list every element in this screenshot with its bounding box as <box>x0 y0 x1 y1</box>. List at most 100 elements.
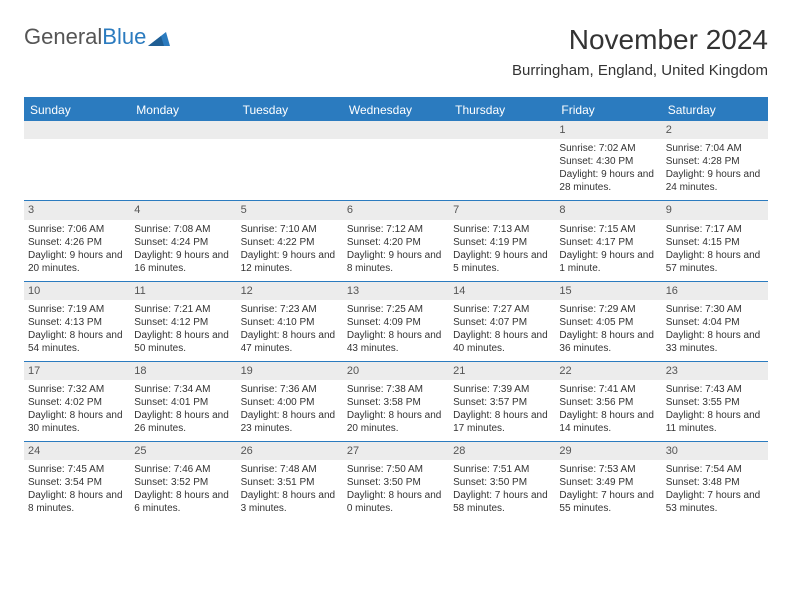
sunrise-text: Sunrise: 7:51 AM <box>453 463 551 476</box>
daylight-text: Daylight: 8 hours and 43 minutes. <box>347 329 445 355</box>
day-number: 3 <box>24 201 130 219</box>
calendar-cell: 13Sunrise: 7:25 AMSunset: 4:09 PMDayligh… <box>343 281 449 361</box>
calendar-cell: 21Sunrise: 7:39 AMSunset: 3:57 PMDayligh… <box>449 361 555 441</box>
sunset-text: Sunset: 4:15 PM <box>666 236 764 249</box>
daylight-text: Daylight: 9 hours and 20 minutes. <box>28 249 126 275</box>
daylight-text: Daylight: 8 hours and 6 minutes. <box>134 489 232 515</box>
calendar-cell: 7Sunrise: 7:13 AMSunset: 4:19 PMDaylight… <box>449 201 555 281</box>
calendar-cell: 5 Sunrise: 7:10 AMSunset: 4:22 PMDaylight… <box>237 201 343 281</box>
sunrise-text: Sunrise: 7:45 AM <box>28 463 126 476</box>
day-number: 6 <box>343 201 449 219</box>
daylight-text: Daylight: 8 hours and 33 minutes. <box>666 329 764 355</box>
logo-text-1: General <box>24 24 102 50</box>
daylight-text: Daylight: 8 hours and 47 minutes. <box>241 329 339 355</box>
weekday-header: Friday <box>555 98 661 121</box>
calendar-cell: 27Sunrise: 7:50 AMSunset: 3:50 PMDayligh… <box>343 442 449 522</box>
day-number: 10 <box>24 282 130 300</box>
sunrise-text: Sunrise: 7:32 AM <box>28 383 126 396</box>
calendar-cell <box>130 121 236 201</box>
daylight-text: Daylight: 8 hours and 40 minutes. <box>453 329 551 355</box>
sunset-text: Sunset: 3:54 PM <box>28 476 126 489</box>
sunset-text: Sunset: 4:20 PM <box>347 236 445 249</box>
sunrise-text: Sunrise: 7:50 AM <box>347 463 445 476</box>
weekday-header: Saturday <box>662 98 768 121</box>
daylight-text: Daylight: 8 hours and 30 minutes. <box>28 409 126 435</box>
sunset-text: Sunset: 4:04 PM <box>666 316 764 329</box>
calendar-cell: 24Sunrise: 7:45 AMSunset: 3:54 PMDayligh… <box>24 442 130 522</box>
sunrise-text: Sunrise: 7:48 AM <box>241 463 339 476</box>
weekday-header: Thursday <box>449 98 555 121</box>
day-number: 29 <box>555 442 661 460</box>
daylight-text: Daylight: 7 hours and 58 minutes. <box>453 489 551 515</box>
day-number: 25 <box>130 442 236 460</box>
weekday-header: Monday <box>130 98 236 121</box>
sunset-text: Sunset: 4:28 PM <box>666 155 764 168</box>
calendar-week: 1Sunrise: 7:02 AMSunset: 4:30 PMDaylight… <box>24 121 768 201</box>
daylight-text: Daylight: 8 hours and 50 minutes. <box>134 329 232 355</box>
sunset-text: Sunset: 3:50 PM <box>453 476 551 489</box>
daylight-text: Daylight: 9 hours and 8 minutes. <box>347 249 445 275</box>
daylight-text: Daylight: 8 hours and 54 minutes. <box>28 329 126 355</box>
daylight-text: Daylight: 8 hours and 57 minutes. <box>666 249 764 275</box>
day-number-empty <box>130 121 236 139</box>
sunset-text: Sunset: 4:09 PM <box>347 316 445 329</box>
calendar-cell: 26Sunrise: 7:48 AMSunset: 3:51 PMDayligh… <box>237 442 343 522</box>
day-number: 4 <box>130 201 236 219</box>
sunrise-text: Sunrise: 7:19 AM <box>28 303 126 316</box>
header: GeneralBlue November 2024 Burringham, En… <box>24 24 768 79</box>
sunrise-text: Sunrise: 7:43 AM <box>666 383 764 396</box>
sunset-text: Sunset: 4:22 PM <box>241 236 339 249</box>
calendar-head: SundayMondayTuesdayWednesdayThursdayFrid… <box>24 98 768 121</box>
day-number-empty <box>449 121 555 139</box>
daylight-text: Daylight: 7 hours and 55 minutes. <box>559 489 657 515</box>
day-number: 2 <box>662 121 768 139</box>
day-number: 18 <box>130 362 236 380</box>
sunrise-text: Sunrise: 7:02 AM <box>559 142 657 155</box>
day-number-empty <box>24 121 130 139</box>
sunset-text: Sunset: 3:49 PM <box>559 476 657 489</box>
logo: GeneralBlue <box>24 24 170 50</box>
calendar-week: 3Sunrise: 7:06 AMSunset: 4:26 PMDaylight… <box>24 201 768 281</box>
sunset-text: Sunset: 3:51 PM <box>241 476 339 489</box>
calendar-cell: 20Sunrise: 7:38 AMSunset: 3:58 PMDayligh… <box>343 361 449 441</box>
day-number: 5 <box>237 201 343 219</box>
sunrise-text: Sunrise: 7:41 AM <box>559 383 657 396</box>
day-number: 1 <box>555 121 661 139</box>
sunrise-text: Sunrise: 7:15 AM <box>559 223 657 236</box>
daylight-text: Daylight: 8 hours and 23 minutes. <box>241 409 339 435</box>
sunrise-text: Sunrise: 7:08 AM <box>134 223 232 236</box>
day-number: 7 <box>449 201 555 219</box>
calendar-cell: 2Sunrise: 7:04 AMSunset: 4:28 PMDaylight… <box>662 121 768 201</box>
daylight-text: Daylight: 8 hours and 20 minutes. <box>347 409 445 435</box>
sunrise-text: Sunrise: 7:46 AM <box>134 463 232 476</box>
calendar-cell <box>24 121 130 201</box>
logo-text-2: Blue <box>102 24 146 50</box>
daylight-text: Daylight: 9 hours and 12 minutes. <box>241 249 339 275</box>
calendar-cell: 1Sunrise: 7:02 AMSunset: 4:30 PMDaylight… <box>555 121 661 201</box>
calendar-body: 1Sunrise: 7:02 AMSunset: 4:30 PMDaylight… <box>24 121 768 521</box>
day-number: 13 <box>343 282 449 300</box>
daylight-text: Daylight: 9 hours and 5 minutes. <box>453 249 551 275</box>
calendar-cell <box>237 121 343 201</box>
day-number: 11 <box>130 282 236 300</box>
logo-triangle-icon <box>148 28 170 46</box>
sunset-text: Sunset: 4:12 PM <box>134 316 232 329</box>
sunset-text: Sunset: 4:10 PM <box>241 316 339 329</box>
daylight-text: Daylight: 8 hours and 26 minutes. <box>134 409 232 435</box>
calendar-cell: 29Sunrise: 7:53 AMSunset: 3:49 PMDayligh… <box>555 442 661 522</box>
calendar-cell <box>343 121 449 201</box>
calendar-cell: 12Sunrise: 7:23 AMSunset: 4:10 PMDayligh… <box>237 281 343 361</box>
sunrise-text: Sunrise: 7:10 AM <box>241 223 339 236</box>
location-text: Burringham, England, United Kingdom <box>512 62 768 79</box>
sunset-text: Sunset: 3:48 PM <box>666 476 764 489</box>
day-number: 20 <box>343 362 449 380</box>
sunrise-text: Sunrise: 7:38 AM <box>347 383 445 396</box>
day-number: 15 <box>555 282 661 300</box>
calendar-cell: 9Sunrise: 7:17 AMSunset: 4:15 PMDaylight… <box>662 201 768 281</box>
page-title: November 2024 <box>512 24 768 56</box>
calendar-cell: 4Sunrise: 7:08 AMSunset: 4:24 PMDaylight… <box>130 201 236 281</box>
sunrise-text: Sunrise: 7:34 AM <box>134 383 232 396</box>
sunset-text: Sunset: 4:13 PM <box>28 316 126 329</box>
daylight-text: Daylight: 8 hours and 8 minutes. <box>28 489 126 515</box>
calendar-cell: 15Sunrise: 7:29 AMSunset: 4:05 PMDayligh… <box>555 281 661 361</box>
